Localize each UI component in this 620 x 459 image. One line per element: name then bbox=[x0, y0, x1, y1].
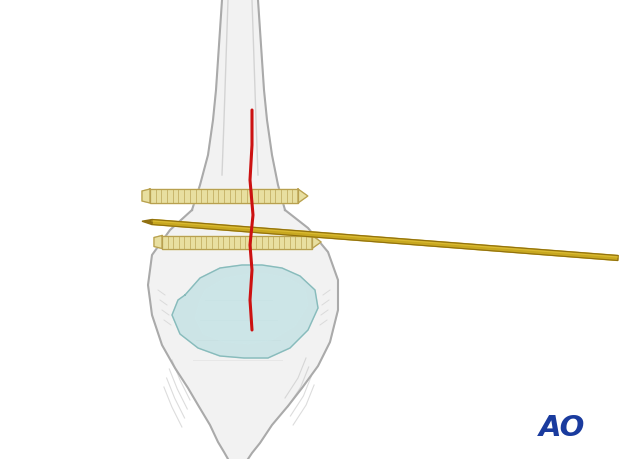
Polygon shape bbox=[142, 189, 150, 203]
Polygon shape bbox=[172, 265, 318, 358]
Polygon shape bbox=[150, 189, 298, 203]
Polygon shape bbox=[142, 219, 152, 224]
Text: AO: AO bbox=[539, 414, 585, 442]
Polygon shape bbox=[148, 210, 338, 459]
Polygon shape bbox=[312, 235, 321, 248]
Polygon shape bbox=[162, 235, 312, 248]
Polygon shape bbox=[298, 189, 308, 203]
Polygon shape bbox=[192, 0, 285, 210]
Polygon shape bbox=[195, 274, 308, 344]
Polygon shape bbox=[154, 235, 162, 248]
Polygon shape bbox=[152, 219, 618, 261]
